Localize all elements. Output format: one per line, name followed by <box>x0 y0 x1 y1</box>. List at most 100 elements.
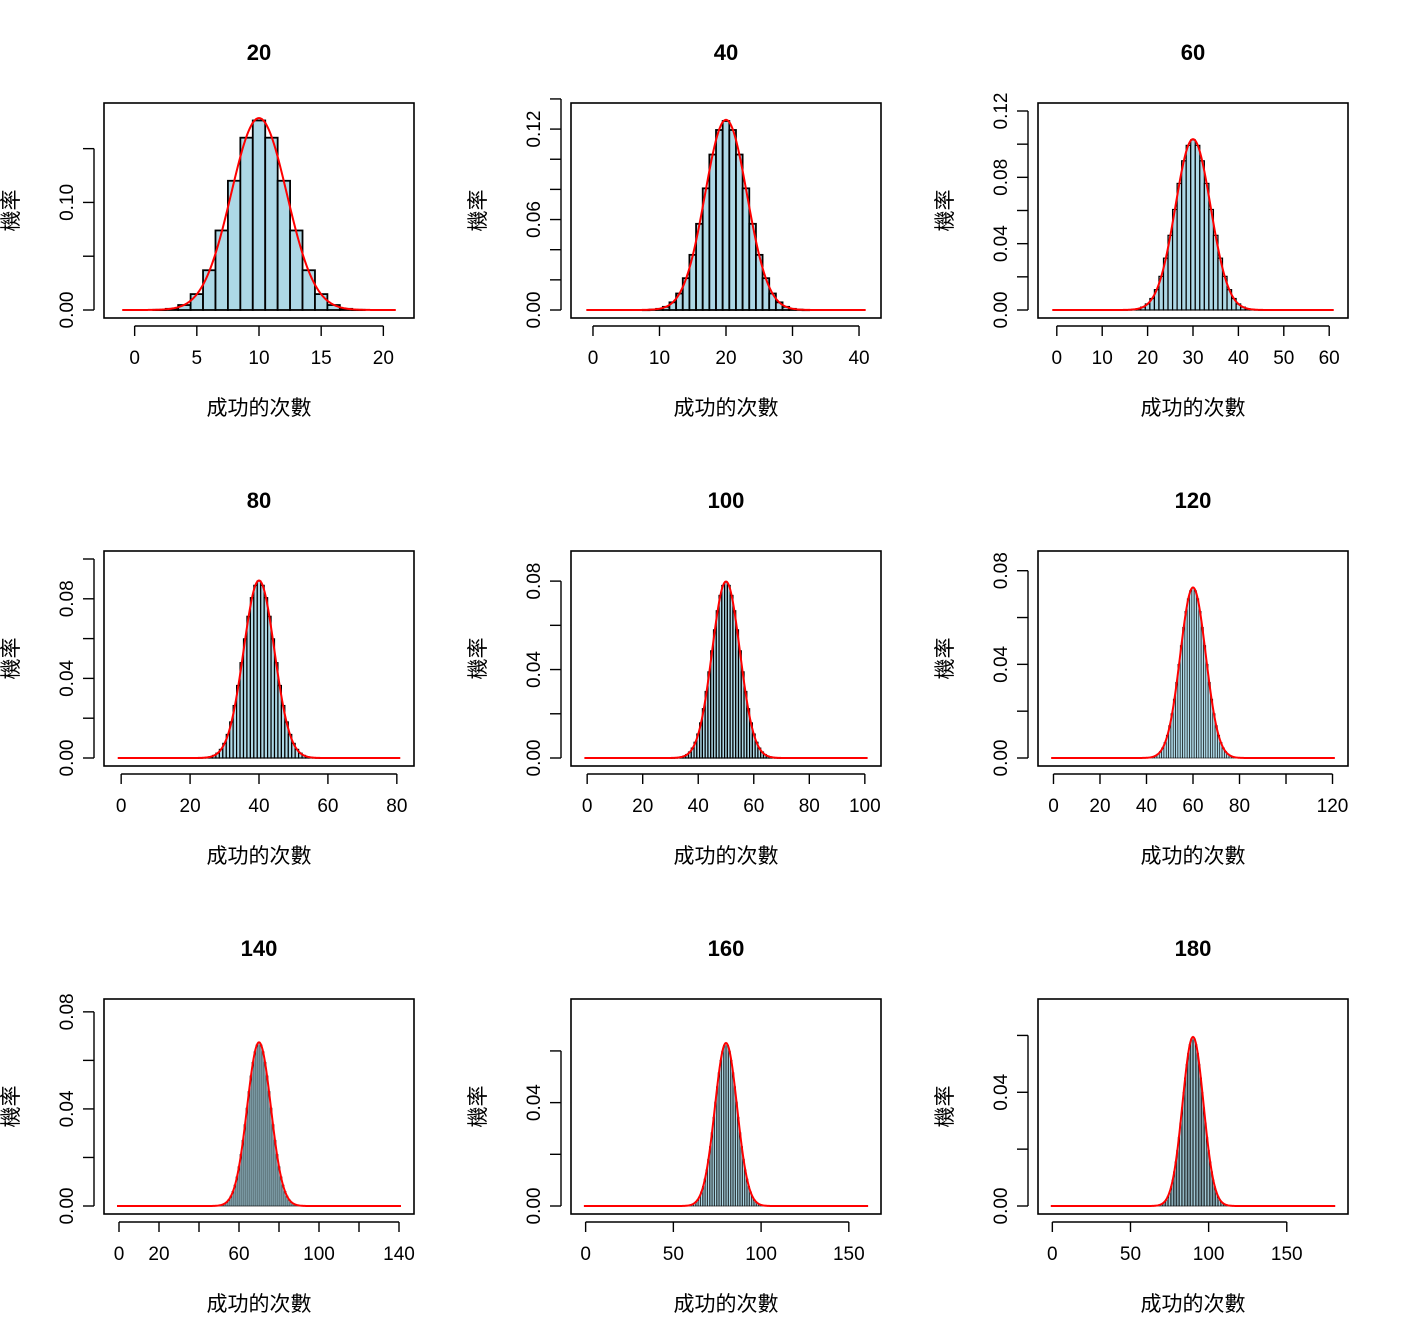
x-tick-label: 20 <box>148 1244 169 1265</box>
chart-title: 120 <box>1175 488 1212 513</box>
chart-title: 40 <box>714 40 738 65</box>
y-axis-label: 機率 <box>466 190 490 232</box>
plot-frame <box>570 550 882 767</box>
normal-curve <box>584 580 868 759</box>
normal-curve <box>583 1041 869 1207</box>
bars <box>654 581 798 759</box>
y-axis: 0.00 0.04 <box>991 1034 1029 1225</box>
bar <box>1179 645 1183 759</box>
y-tick-label: 0.00 <box>991 292 1012 329</box>
x-tick-label: 20 <box>180 796 201 817</box>
y-tick-label: 0.04 <box>57 659 78 696</box>
x-tick-label: 10 <box>248 348 269 369</box>
x-axis: 0 50 100 150 <box>580 1221 865 1265</box>
panel-180: 180 0 50 100 150 成功的次數 0.00 0.04 機率 <box>933 936 1349 1316</box>
plot-frame <box>103 102 415 319</box>
bars <box>187 580 331 759</box>
x-tick-label: 0 <box>588 348 599 369</box>
y-axis-label: 機率 <box>466 638 490 680</box>
y-axis-label: 機率 <box>933 190 957 232</box>
bar <box>301 269 316 311</box>
x-axis-label: 成功的次數 <box>674 396 779 420</box>
x-axis-label: 成功的次數 <box>1141 844 1246 868</box>
y-tick-label: 0.00 <box>57 740 78 777</box>
y-tick-label: 0.00 <box>991 1188 1012 1225</box>
x-tick-label: 40 <box>1136 796 1157 817</box>
plot-frame <box>570 998 882 1215</box>
x-tick-label: 100 <box>849 796 881 817</box>
bars <box>187 1042 331 1207</box>
x-tick-label: 10 <box>1092 348 1113 369</box>
y-tick-label: 0.04 <box>524 651 545 688</box>
bar <box>1182 627 1186 759</box>
x-tick-label: 30 <box>782 348 803 369</box>
y-axis: 0.00 0.10 <box>57 147 95 329</box>
bar <box>253 1051 257 1207</box>
bar <box>708 153 717 311</box>
bars <box>654 1042 798 1207</box>
x-axis-label: 成功的次數 <box>207 396 312 420</box>
x-tick-label: 0 <box>1052 348 1063 369</box>
bar <box>735 153 744 311</box>
x-tick-label: 0 <box>116 796 127 817</box>
y-tick-label: 0.00 <box>57 1188 78 1225</box>
bar <box>1203 645 1207 759</box>
y-tick-label: 0.10 <box>57 184 78 221</box>
y-axis-label: 機率 <box>0 190 23 232</box>
bar <box>1186 598 1190 759</box>
x-tick-label: 5 <box>192 348 203 369</box>
bar <box>1190 139 1196 311</box>
bar <box>1200 627 1204 759</box>
bar <box>289 229 304 311</box>
x-axis: 0 20 40 60 80 120 <box>1048 773 1348 817</box>
x-axis: 0 10 20 30 40 <box>588 325 870 369</box>
x-axis: 0 20 40 60 80 100 <box>582 773 881 817</box>
y-tick-label: 0.04 <box>524 1084 545 1121</box>
y-tick-label: 0.00 <box>524 292 545 329</box>
bars <box>641 120 811 312</box>
plot-frame <box>103 998 415 1215</box>
x-axis-label: 成功的次數 <box>1141 1292 1246 1316</box>
y-tick-label: 0.08 <box>57 993 78 1030</box>
bars <box>1122 139 1264 311</box>
y-tick-label: 0.00 <box>57 292 78 329</box>
panel-40: 40 0 10 20 30 40 成功的次數 0.00 0.06 0.12 機率 <box>466 40 882 420</box>
x-tick-label: 20 <box>1137 348 1158 369</box>
chart-title: 20 <box>247 40 271 65</box>
bar <box>1194 144 1201 311</box>
y-tick-label: 0.04 <box>991 645 1012 682</box>
x-tick-label: 0 <box>129 348 140 369</box>
plot-frame <box>1037 102 1349 319</box>
bar <box>239 136 254 311</box>
normal-curve <box>1050 1035 1336 1207</box>
x-tick-label: 50 <box>1120 1244 1141 1265</box>
bar <box>202 269 217 311</box>
normal-curve <box>117 579 401 759</box>
y-axis-label: 機率 <box>933 1086 957 1128</box>
x-tick-label: 150 <box>1271 1244 1303 1265</box>
x-tick-label: 40 <box>1228 348 1249 369</box>
x-tick-label: 20 <box>715 348 736 369</box>
bar <box>1191 587 1195 759</box>
y-tick-label: 0.04 <box>57 1090 78 1127</box>
y-tick-label: 0.08 <box>524 563 545 600</box>
bars <box>152 119 366 312</box>
y-tick-label: 0.08 <box>57 580 78 617</box>
bars <box>1121 587 1265 759</box>
bar <box>264 136 279 311</box>
x-tick-label: 50 <box>663 1244 684 1265</box>
panel-100: 100 0 20 40 60 80 100 成功的次數 0.00 0.04 0.08 機率 <box>466 488 882 868</box>
bar <box>721 120 731 311</box>
x-tick-label: 0 <box>114 1244 125 1265</box>
normal-curve <box>1052 138 1334 311</box>
y-axis: 0.00 0.04 0.08 <box>57 993 95 1225</box>
bar <box>1199 160 1205 311</box>
y-tick-label: 0.04 <box>991 225 1012 262</box>
x-tick-label: 80 <box>386 796 407 817</box>
panel-80: 80 0 20 40 60 80 成功的次數 0.00 0.04 0.08 機率 <box>0 488 415 868</box>
y-axis: 0.00 0.04 0.08 <box>57 558 95 777</box>
y-tick-label: 0.12 <box>524 111 545 148</box>
x-tick-label: 60 <box>228 1244 249 1265</box>
chart-title: 180 <box>1175 936 1212 961</box>
